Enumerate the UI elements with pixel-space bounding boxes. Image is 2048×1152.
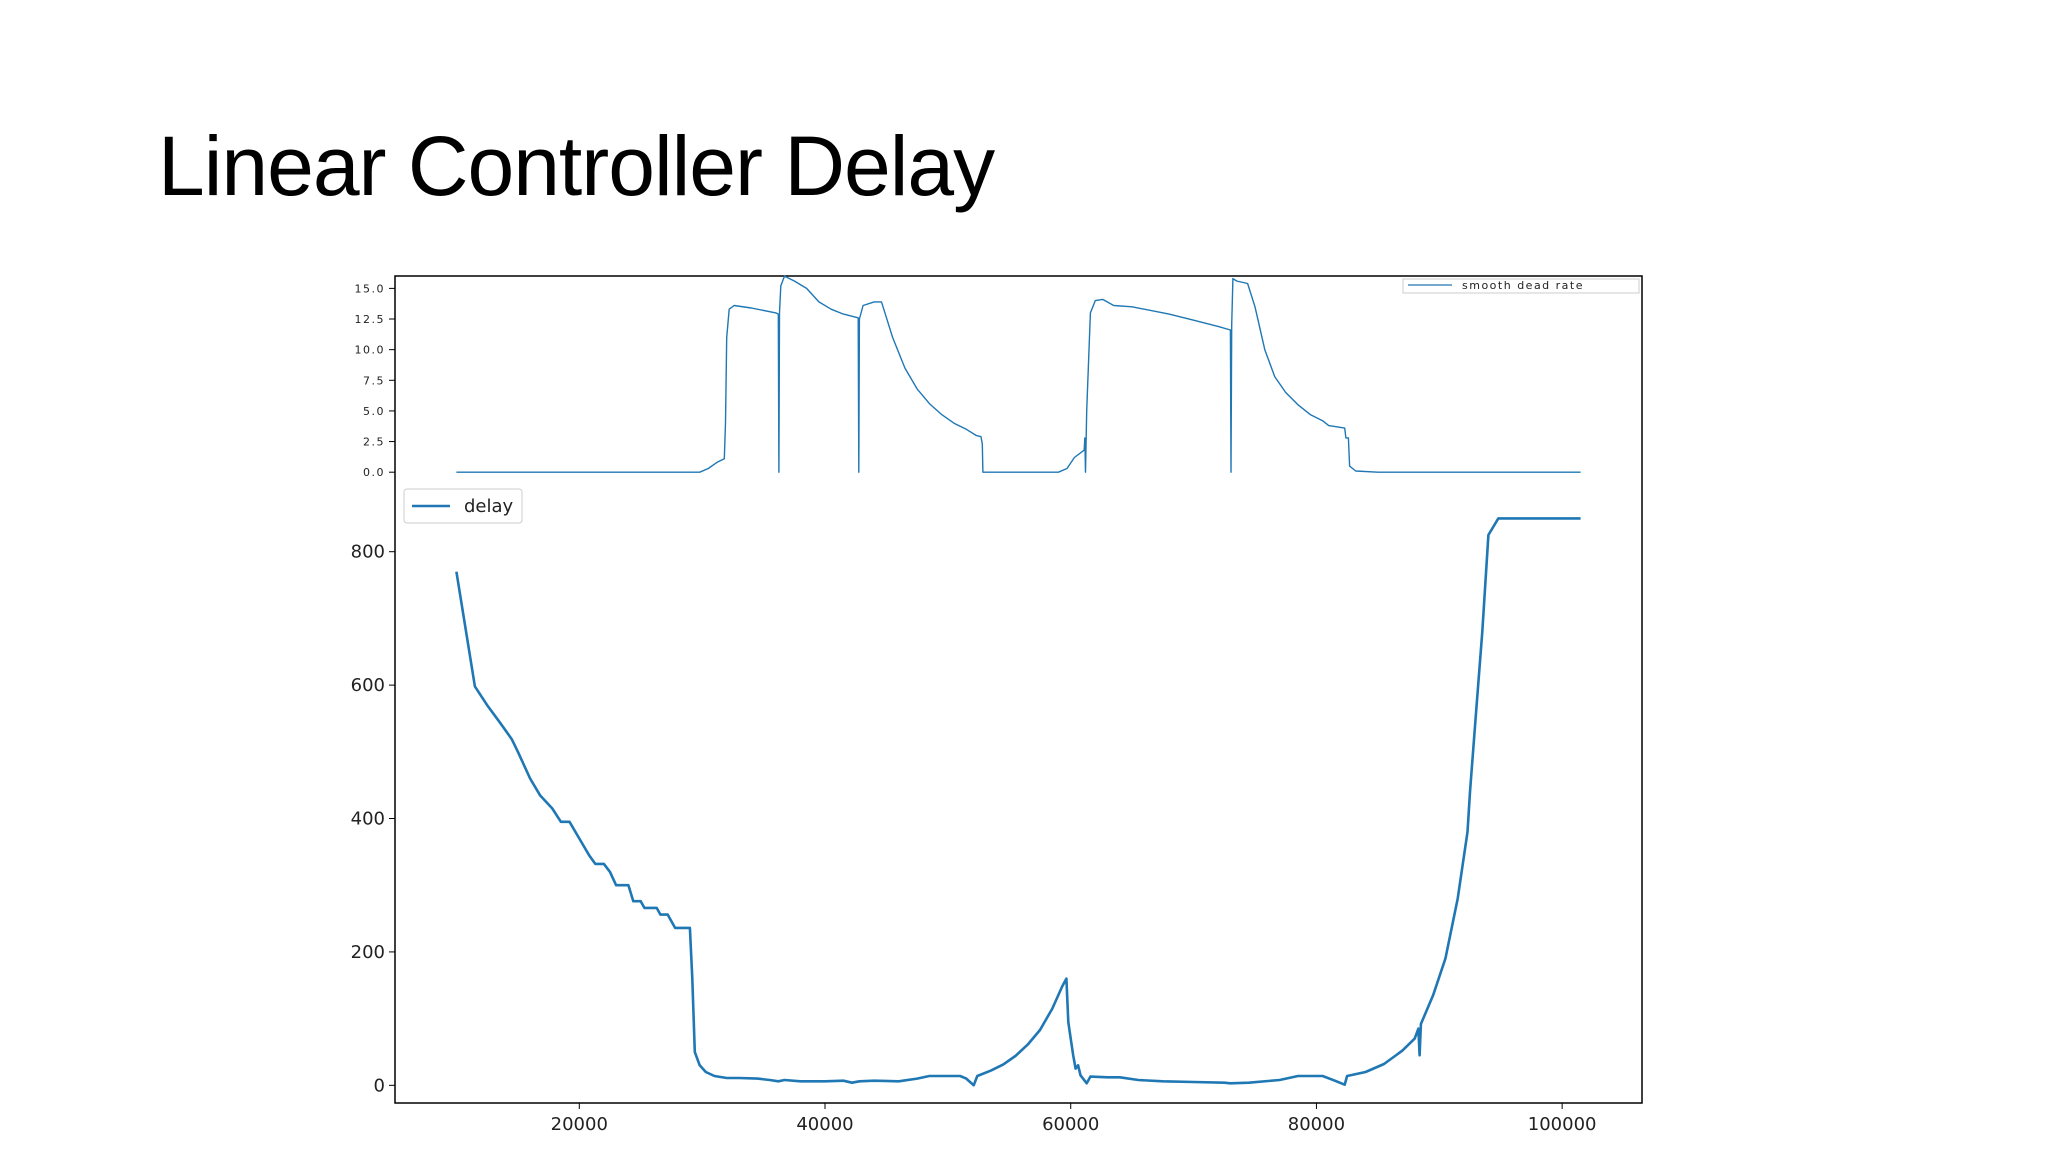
top-y-tick-label: 5.0 xyxy=(363,405,385,418)
bottom-y-tick-label: 200 xyxy=(351,942,385,963)
top-legend-label: smooth dead rate xyxy=(1462,279,1584,292)
top-y-tick-label: 2.5 xyxy=(363,436,385,449)
top-y-tick-label: 7.5 xyxy=(363,374,385,387)
bottom-y-tick-label: 600 xyxy=(351,675,385,696)
x-tick-label: 40000 xyxy=(796,1114,853,1135)
bottom-legend-label: delay xyxy=(464,496,514,517)
x-tick-label: 80000 xyxy=(1288,1114,1345,1135)
x-tick-label: 60000 xyxy=(1042,1114,1099,1135)
bottom-y-tick-label: 800 xyxy=(351,542,385,563)
delay-series xyxy=(455,517,1581,1087)
bottom-legend: delay xyxy=(403,488,523,524)
top-y-tick-label: 10.0 xyxy=(355,344,386,357)
top-y-axis: 0.0 2.5 5.0 7.5 10.0 12.5 15.0 xyxy=(355,282,395,479)
smooth-dead-rate-series xyxy=(456,275,1581,473)
slide-title: Linear Controller Delay xyxy=(158,119,995,213)
x-tick-label: 20000 xyxy=(551,1114,608,1135)
top-y-tick-label: 15.0 xyxy=(355,282,386,295)
top-y-tick-label: 0.0 xyxy=(363,466,385,479)
top-legend: smooth dead rate xyxy=(1402,278,1640,294)
smooth-dead-rate-line xyxy=(456,275,1581,473)
bottom-legend-box xyxy=(403,488,523,524)
bottom-y-tick-label: 0 xyxy=(374,1075,385,1096)
bottom-y-axis: 0 200 400 600 800 xyxy=(351,542,395,1096)
bottom-y-tick-label: 400 xyxy=(351,809,385,830)
delay-line xyxy=(455,517,1581,1087)
top-legend-box xyxy=(1402,278,1640,294)
x-axis: 20000 40000 60000 80000 100000 xyxy=(551,1103,1597,1135)
x-tick-label: 100000 xyxy=(1528,1114,1597,1135)
plot-frame xyxy=(394,275,1643,1104)
top-y-tick-label: 12.5 xyxy=(355,313,386,326)
